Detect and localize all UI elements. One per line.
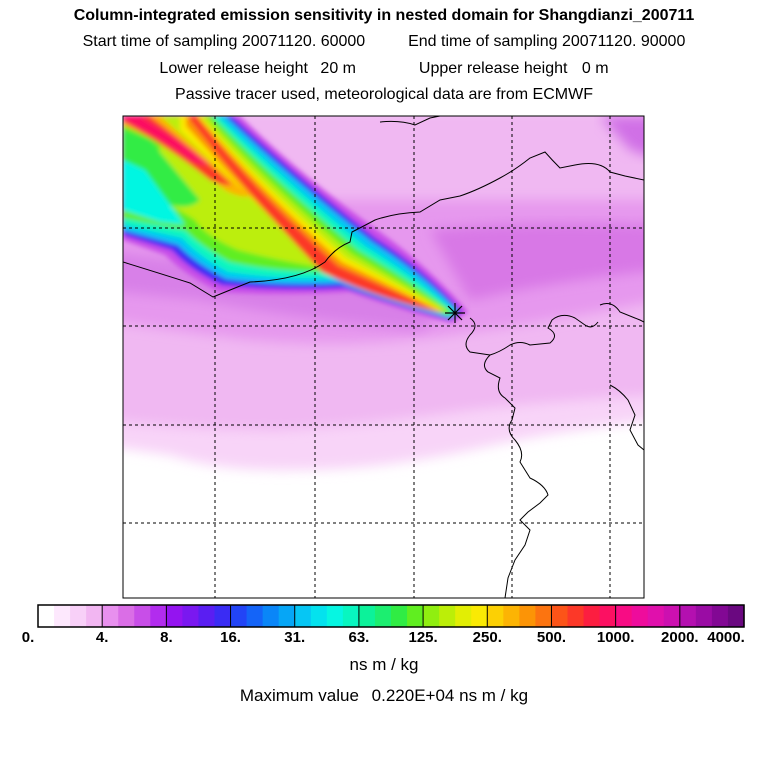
colorbar-tick-label: 2000. [661, 629, 699, 646]
upper-release-label: Upper release height [418, 60, 568, 77]
lower-release-label: Lower release height [159, 60, 308, 77]
coastline [123, 116, 644, 598]
lower-release-value: 20 m [320, 60, 356, 77]
colorbar-tick-label: 4000. [707, 629, 745, 646]
end-time-label: End time of sampling [408, 33, 558, 50]
release-heights: Lower release height 20 m Upper release … [0, 60, 768, 78]
tracer-note: Passive tracer used, meteorological data… [175, 86, 593, 103]
colorbar-tick-label: 8. [160, 629, 173, 646]
sampling-times: Start time of sampling 20071120. 60000 E… [0, 33, 768, 51]
plot-title: Column-integrated emission sensitivity i… [73, 7, 695, 24]
sensitivity-field [123, 116, 644, 598]
upper-release-value: 0 m [581, 60, 609, 77]
colorbar-tick-label: 63. [348, 629, 370, 646]
receptor-marker-icon [445, 303, 465, 323]
colorbar-unit: ns m / kg [349, 655, 419, 674]
max-value: 0.220E+04 [371, 686, 455, 705]
map-frame [122, 115, 645, 599]
colorbar-tick-label: 250. [472, 629, 502, 646]
max-value-label: Maximum value [239, 686, 359, 705]
colorbar-tick-label: 31. [284, 629, 306, 646]
colorbar-tick-label: 16. [220, 629, 241, 646]
colorbar-tick-label: 500. [536, 629, 567, 646]
start-time-value: 20071120. 60000 [241, 33, 366, 50]
colorbar-tick-label: 4. [95, 629, 109, 646]
start-time-label: Start time of sampling [82, 33, 238, 50]
max-value-unit: ns m / kg [459, 686, 529, 705]
maximum-value-line: Maximum value 0.220E+04 ns m / kg [0, 686, 768, 706]
colorbar-tick-label: 1000. [596, 629, 635, 646]
colorbar-tick-label: 0. [21, 629, 35, 646]
colorbar-tick-label: 125. [408, 629, 438, 646]
end-time-value: 20071120. 90000 [561, 33, 686, 50]
graticule [123, 116, 644, 598]
